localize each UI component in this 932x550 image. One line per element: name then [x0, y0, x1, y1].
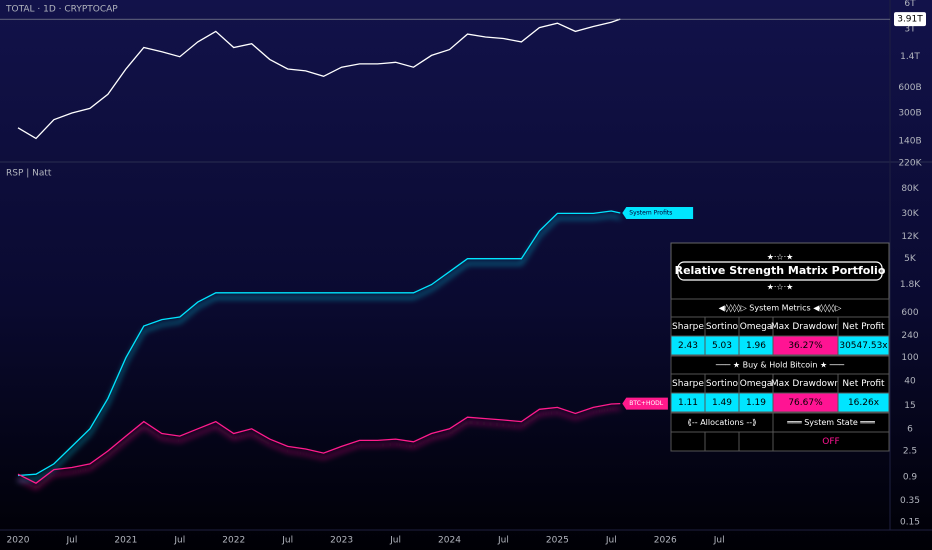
header: Sharpe: [672, 379, 704, 389]
y-tick-label: 0.35: [900, 496, 920, 506]
y-tick-label: 0.15: [900, 518, 920, 528]
value-cell: [837, 335, 890, 356]
value-cell: [837, 392, 890, 413]
y-tick-label: 1.8K: [900, 280, 921, 290]
header: Sharpe: [672, 322, 704, 332]
y-tick-label: 6: [907, 424, 913, 434]
value: 76.67%: [788, 398, 823, 408]
y-tick-label: 6T: [904, 0, 916, 9]
y-tick-label: 5K: [904, 254, 917, 264]
header: Sortino: [706, 379, 739, 389]
y-tick-label: 12K: [901, 232, 919, 242]
y-tick-label: 240: [901, 331, 918, 341]
system-state-header: ═══ System State ═══: [786, 418, 875, 427]
series-line: [17, 402, 621, 484]
section-title: ◀◊◊◊◊▷ System Metrics ◀◊◊◊◊▷: [719, 304, 843, 313]
y-tick-label: 40: [904, 376, 916, 386]
metrics-table: ★·☆·★ Relative Strength Matrix Portfolio ★…: [670, 242, 890, 452]
x-tick-label: 2022: [222, 536, 245, 546]
y-tick-label: 220K: [898, 159, 922, 169]
value: 16.26x: [848, 398, 880, 408]
x-tick-label: Jul: [389, 536, 401, 546]
x-tick-label: 2024: [438, 536, 461, 546]
x-tick-label: 2020: [7, 536, 30, 546]
empty-cell: [772, 431, 890, 452]
value: 2.43: [678, 341, 698, 351]
table-title: Relative Strength Matrix Portfolio: [675, 264, 886, 277]
y-tick-label: 1.4T: [900, 52, 920, 62]
y-tick-label: 300B: [898, 109, 921, 119]
header: Max Drawdown: [771, 322, 840, 332]
title-box: [677, 261, 883, 281]
price-line: [17, 18, 621, 140]
top-pane-title: TOTAL · 1D · CRYPTOCAP: [5, 5, 118, 15]
table-ornament: ★·☆·★: [767, 283, 794, 292]
value: 30547.53x: [839, 341, 888, 351]
header: Omega: [740, 322, 773, 332]
x-tick-label: Jul: [281, 536, 293, 546]
x-tick-label: 2026: [654, 536, 677, 546]
empty-cell: [738, 431, 774, 452]
series-tag: System Profits: [629, 209, 672, 216]
series-tag-bg: [622, 206, 694, 219]
y-tick-label: 15: [904, 401, 915, 411]
table-ornament: ★·☆·★: [767, 253, 794, 262]
price-marker-label: 3.91T: [897, 15, 923, 25]
system-state: OFF: [822, 437, 839, 447]
series-tag-bg: [622, 397, 668, 410]
value: 1.11: [678, 398, 698, 408]
x-tick-label: 2025: [546, 536, 569, 546]
series-tag: BTC+HODL: [629, 400, 664, 407]
y-tick-label: 140B: [898, 136, 921, 146]
y-tick-label: 3T: [904, 24, 916, 34]
x-tick-label: Jul: [65, 536, 77, 546]
y-tick-label: 0.9: [903, 472, 918, 482]
y-tick-label: 600B: [898, 83, 921, 93]
value: 5.03: [712, 341, 732, 351]
header: Sortino: [706, 322, 739, 332]
empty-cell: [670, 431, 706, 452]
header: Omega: [740, 379, 773, 389]
empty-cell: [704, 431, 740, 452]
value: 1.19: [746, 398, 766, 408]
y-tick-label: 30K: [901, 209, 919, 219]
series-line: [17, 210, 621, 477]
header: Net Profit: [842, 322, 885, 332]
value: 36.27%: [788, 341, 823, 351]
section-title: ─── ★ Buy & Hold Bitcoin ★ ───: [715, 361, 844, 370]
x-tick-label: 2021: [114, 536, 137, 546]
y-tick-label: 80K: [901, 184, 919, 194]
bottom-pane-title: RSP | Natt: [6, 169, 52, 179]
price-marker-box: [894, 12, 926, 27]
header: Net Profit: [842, 379, 885, 389]
y-tick-label: 2.5: [903, 446, 917, 456]
x-tick-label: Jul: [173, 536, 185, 546]
y-tick-label: 600: [901, 308, 918, 318]
x-tick-label: Jul: [497, 536, 509, 546]
x-tick-label: 2023: [330, 536, 353, 546]
y-tick-label: 100: [901, 353, 918, 363]
header: Max Drawdown: [771, 379, 840, 389]
value: 1.49: [712, 398, 732, 408]
x-tick-label: Jul: [713, 536, 725, 546]
value: 1.96: [746, 341, 766, 351]
allocations-header: ⟪-- Allocations --⟫: [687, 418, 756, 427]
x-tick-label: Jul: [605, 536, 617, 546]
